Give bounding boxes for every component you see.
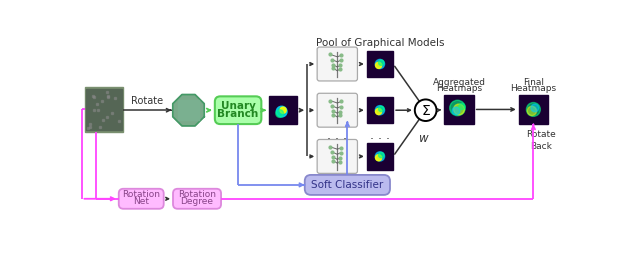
Text: Heatmaps: Heatmaps [510, 84, 556, 93]
Polygon shape [173, 95, 204, 126]
Text: Soft Classifier: Soft Classifier [311, 180, 383, 190]
Bar [367, 143, 393, 169]
FancyBboxPatch shape [119, 189, 164, 209]
Circle shape [450, 100, 465, 116]
Text: Rotation: Rotation [122, 190, 160, 199]
Text: Heatmaps: Heatmaps [436, 84, 482, 93]
Bar [269, 96, 297, 124]
Circle shape [527, 106, 536, 116]
Circle shape [459, 103, 465, 110]
Text: . . .: . . . [370, 129, 390, 142]
Text: . . .: . . . [327, 129, 348, 142]
Circle shape [452, 107, 460, 115]
Text: Unary: Unary [221, 101, 255, 111]
Circle shape [378, 152, 384, 158]
Circle shape [526, 102, 540, 116]
Text: Pool of Graphical Models: Pool of Graphical Models [316, 38, 445, 48]
FancyBboxPatch shape [317, 47, 358, 81]
Circle shape [280, 107, 286, 113]
Circle shape [375, 152, 385, 161]
Circle shape [531, 104, 539, 112]
Circle shape [376, 62, 381, 68]
FancyBboxPatch shape [173, 189, 221, 209]
Circle shape [276, 110, 284, 117]
FancyBboxPatch shape [317, 93, 358, 127]
Text: $w$: $w$ [419, 132, 430, 145]
FancyBboxPatch shape [305, 175, 390, 195]
Bar [367, 97, 393, 123]
Circle shape [375, 106, 385, 115]
Circle shape [375, 59, 385, 69]
Circle shape [376, 155, 381, 161]
Text: Final: Final [523, 78, 544, 87]
Circle shape [415, 100, 436, 121]
Bar [367, 51, 393, 77]
Text: Σ: Σ [421, 104, 430, 118]
Bar [84, 87, 124, 132]
Circle shape [376, 109, 381, 115]
Circle shape [454, 104, 465, 115]
Bar [86, 89, 122, 130]
Circle shape [276, 106, 287, 117]
Bar [518, 95, 548, 124]
Text: Rotate: Rotate [131, 96, 163, 106]
Bar [178, 100, 199, 120]
Text: Aggregated: Aggregated [433, 78, 486, 87]
Circle shape [378, 106, 384, 112]
Text: Rotation: Rotation [178, 190, 216, 199]
Text: Branch: Branch [218, 109, 259, 119]
Circle shape [378, 60, 384, 65]
Text: Degree: Degree [180, 197, 214, 206]
Text: Rotate
Back: Rotate Back [526, 130, 556, 151]
Bar [444, 95, 474, 124]
FancyBboxPatch shape [215, 96, 261, 124]
Text: Net: Net [133, 197, 149, 206]
FancyBboxPatch shape [317, 139, 358, 173]
